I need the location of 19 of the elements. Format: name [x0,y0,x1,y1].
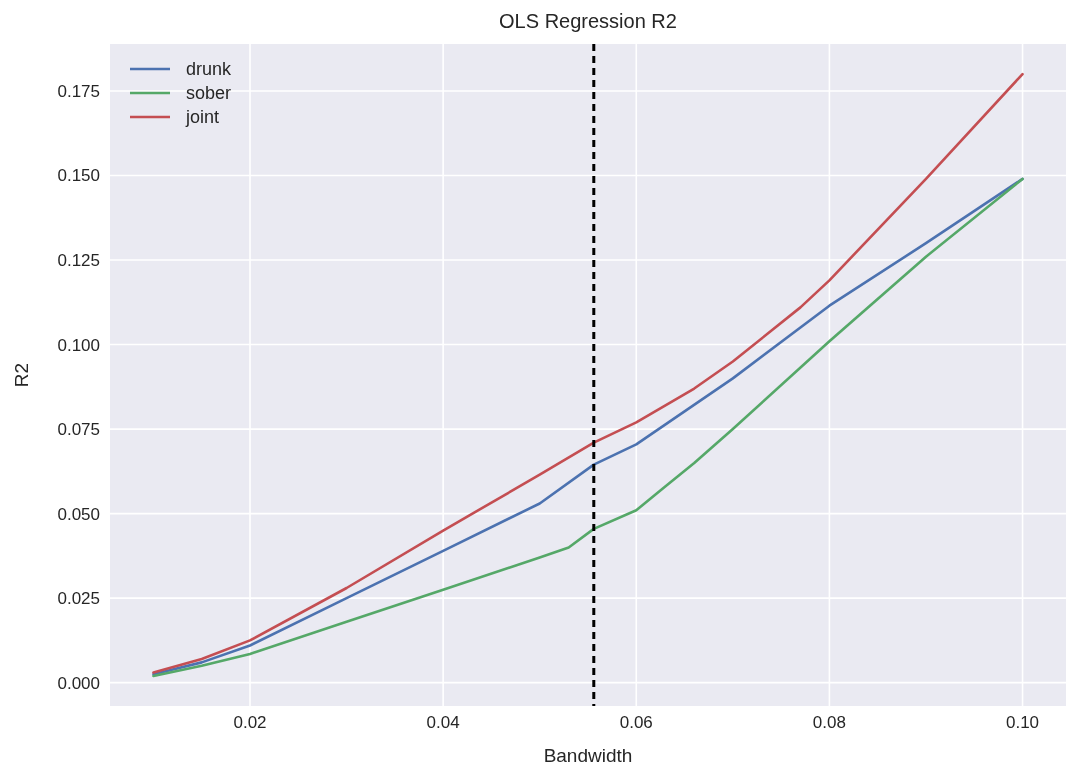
x-tick-label: 0.04 [426,713,460,732]
y-tick-label: 0.075 [57,420,100,440]
chart-title: OLS Regression R2 [499,10,677,32]
legend-label: sober [186,83,232,104]
x-tick-label: 0.08 [812,713,846,732]
x-tick-label: 0.06 [619,713,653,732]
y-tick-label: 0.150 [57,166,100,186]
y-tick-label: 0.000 [57,673,100,693]
x-axis-title: Bandwidth [543,745,633,766]
x-tick-label: 0.10 [1006,713,1040,732]
y-axis-title: R2 [11,362,32,388]
y-tick-label: 0.025 [57,589,100,609]
legend-label: joint [185,107,220,128]
x-tick-label: 0.02 [233,713,267,732]
y-tick-label: 0.125 [57,251,100,270]
y-tick-label: 0.100 [57,335,100,355]
legend-label: drunk [186,59,233,80]
y-tick-label: 0.050 [57,504,100,524]
y-tick-label: 0.175 [57,81,100,101]
